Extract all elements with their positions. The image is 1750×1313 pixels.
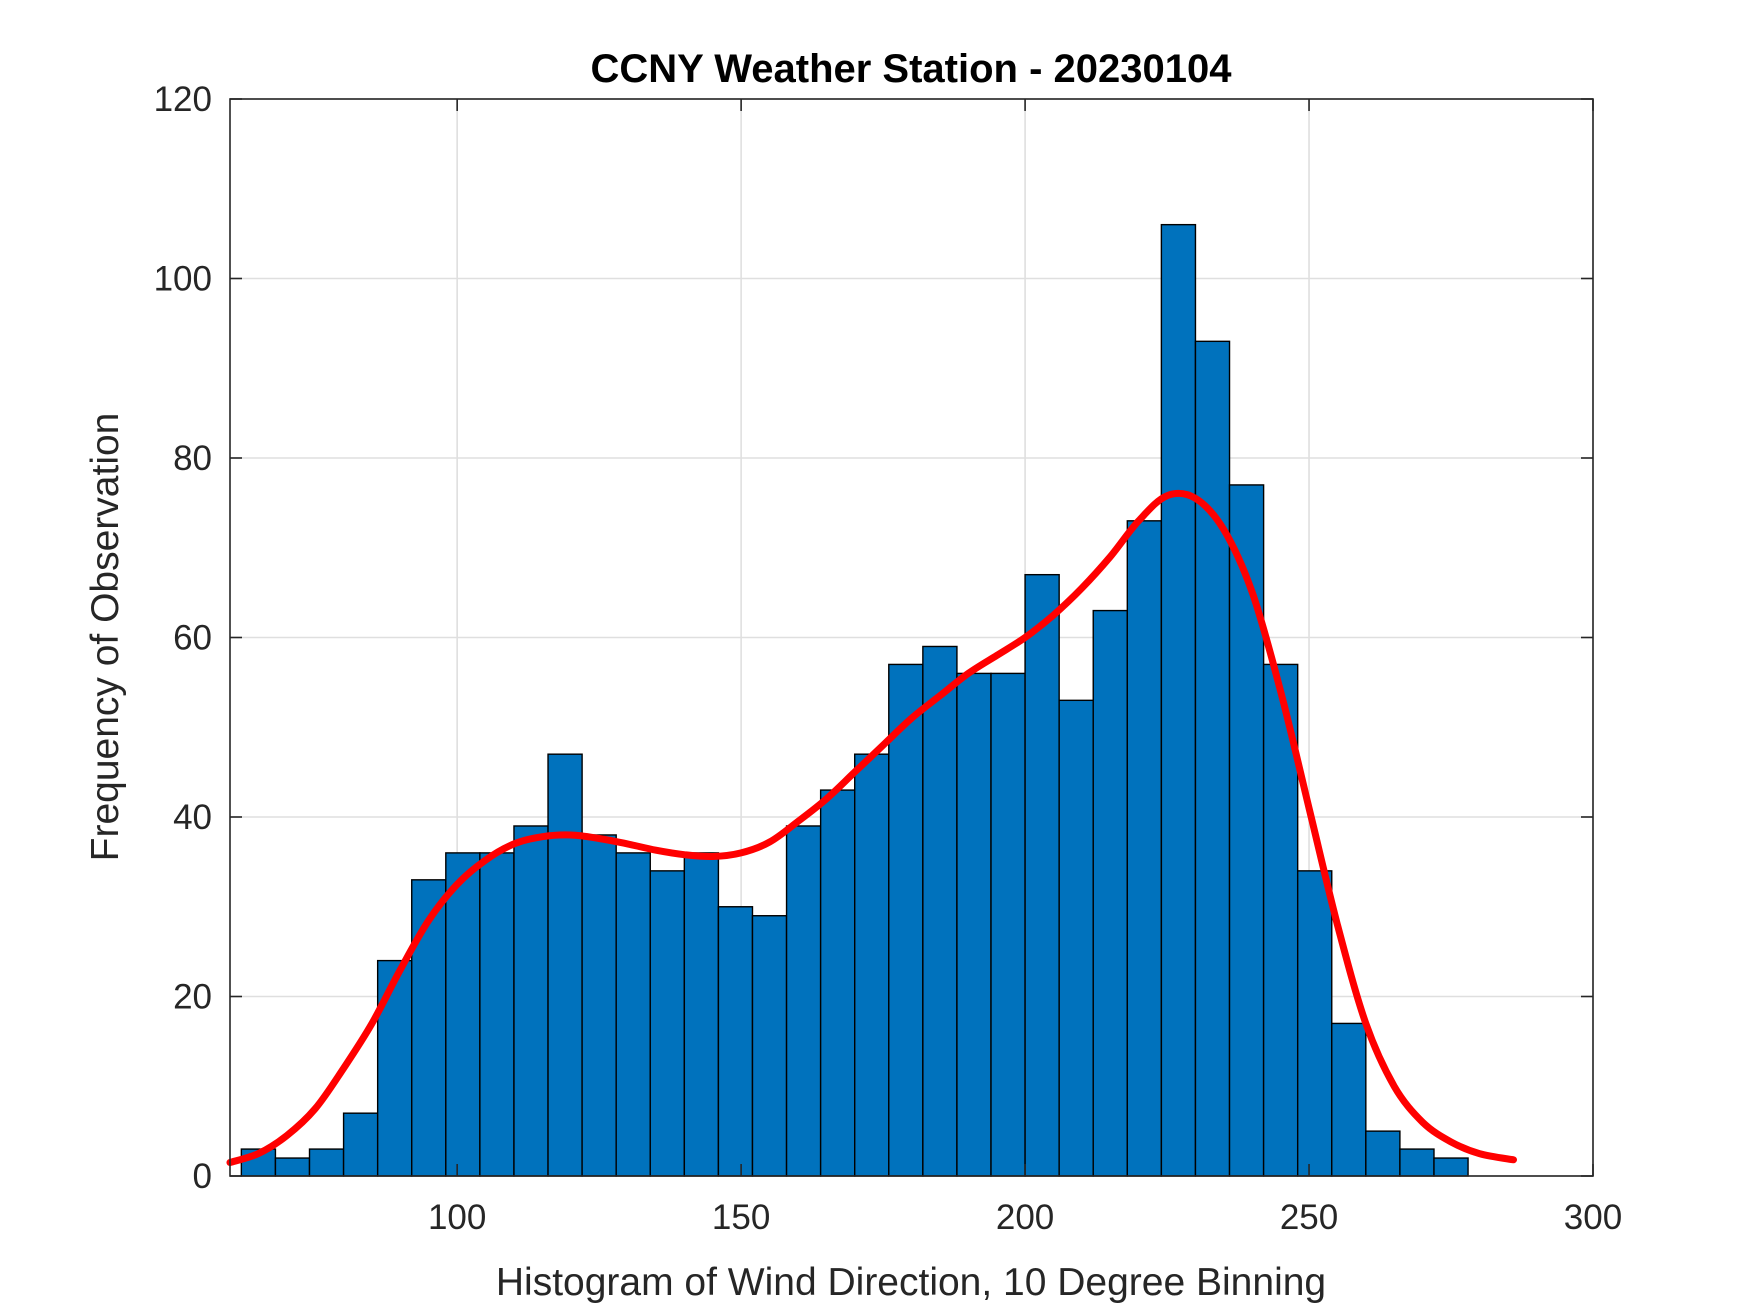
histogram-bar bbox=[1296, 870, 1333, 1177]
histogram-bar bbox=[1092, 609, 1129, 1177]
histogram-bar bbox=[1399, 1148, 1435, 1177]
histogram-bar bbox=[1194, 340, 1231, 1177]
histogram-bar bbox=[1433, 1157, 1469, 1177]
histogram-bar bbox=[308, 1148, 345, 1177]
histogram-bar bbox=[785, 825, 822, 1177]
x-tick-label: 200 bbox=[996, 1198, 1054, 1237]
y-tick-label: 60 bbox=[173, 619, 212, 658]
y-tick-label: 20 bbox=[173, 978, 212, 1017]
histogram-bar bbox=[717, 906, 754, 1177]
y-tick-label: 120 bbox=[154, 80, 212, 119]
histogram-bar bbox=[649, 870, 686, 1177]
histogram-bar bbox=[376, 959, 413, 1177]
histogram-bar bbox=[888, 663, 924, 1177]
histogram-bar bbox=[956, 672, 992, 1177]
histogram-bar bbox=[854, 753, 890, 1177]
histogram-bar bbox=[1365, 1130, 1401, 1177]
histogram-bar bbox=[513, 825, 549, 1177]
fit-curve-line bbox=[226, 489, 1517, 1166]
x-tick-labels: 100 150 200 250 300 bbox=[428, 1198, 1622, 1237]
histogram-bar bbox=[1228, 484, 1265, 1177]
x-tick-label: 300 bbox=[1564, 1198, 1622, 1237]
y-tick-labels: 0 20 40 60 80 100 120 bbox=[154, 80, 212, 1196]
x-tick-label: 100 bbox=[428, 1198, 486, 1237]
chart-title: CCNY Weather Station - 20230104 bbox=[591, 47, 1233, 91]
histogram-bar bbox=[819, 789, 856, 1177]
x-axis-label: Histogram of Wind Direction, 10 Degree B… bbox=[496, 1261, 1326, 1304]
histogram-bar bbox=[1126, 520, 1163, 1177]
y-tick-label: 80 bbox=[173, 439, 212, 478]
histogram-bar bbox=[547, 753, 583, 1177]
histogram-bar bbox=[990, 672, 1026, 1177]
histogram-bar bbox=[581, 834, 617, 1177]
histogram-bar bbox=[445, 852, 481, 1177]
histogram-bar bbox=[342, 1112, 379, 1177]
y-tick-label: 40 bbox=[173, 798, 212, 837]
x-tick-label: 250 bbox=[1280, 1198, 1338, 1237]
y-tick-label: 100 bbox=[154, 260, 212, 299]
histogram-bar bbox=[1024, 573, 1060, 1177]
histogram-bar bbox=[683, 852, 720, 1177]
histogram-bar bbox=[751, 915, 788, 1177]
x-tick-label: 150 bbox=[712, 1198, 770, 1237]
histogram-bar bbox=[1331, 1022, 1367, 1177]
histogram-bar bbox=[1058, 699, 1094, 1177]
y-tick-label: 0 bbox=[193, 1157, 212, 1196]
tick-marks bbox=[230, 98, 1594, 1177]
histogram-bar bbox=[479, 852, 515, 1177]
histogram-bar bbox=[274, 1157, 311, 1177]
histogram-bar bbox=[1160, 223, 1197, 1177]
histogram-bar bbox=[615, 852, 651, 1177]
histogram-bar bbox=[411, 879, 447, 1177]
histogram-bar bbox=[922, 645, 958, 1177]
y-axis-label: Frequency of Observation bbox=[84, 413, 127, 862]
